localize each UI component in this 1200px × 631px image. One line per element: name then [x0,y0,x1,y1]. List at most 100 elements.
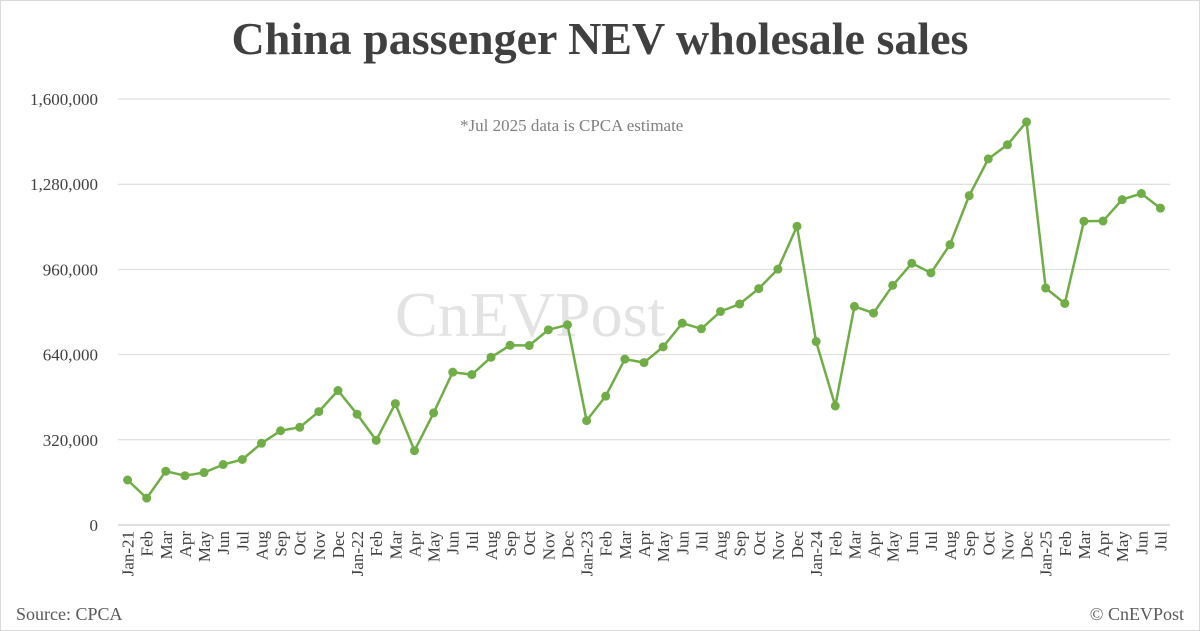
data-point [716,306,726,316]
data-point [505,340,515,350]
x-tick-label: Jan-22 [348,531,367,576]
data-point [314,407,324,417]
data-point [735,299,745,309]
x-tick-label: May [654,531,673,563]
data-point [639,358,649,368]
x-tick-label: Dec [558,531,577,559]
x-tick-label: Aug [482,531,501,561]
data-point [371,435,381,445]
x-tick-label: Jun [444,531,463,555]
x-tick-label: Feb [138,531,157,557]
y-tick-label: 0 [90,516,99,535]
data-point [161,466,171,476]
data-point [467,370,477,380]
x-tick-label: Dec [1018,531,1037,559]
data-point [295,422,305,432]
x-tick-label: Jun [903,531,922,555]
x-tick-label: May [425,531,444,563]
chart-title: China passenger NEV wholesale sales [231,13,969,64]
x-tick-label: Jul [463,531,482,551]
data-point [754,284,764,294]
data-point [1117,195,1127,205]
x-tick-label: Apr [865,531,884,558]
x-tick-label: Oct [520,531,539,556]
x-tick-label: Apr [635,531,654,558]
y-tick-label: 1,600,000 [30,90,98,109]
x-tick-label: Jul [1151,531,1170,551]
data-point [524,341,534,351]
x-tick-label: Jun [1132,531,1151,555]
data-point [601,391,611,401]
x-tick-label: Jul [233,531,252,551]
series-line [126,120,1162,500]
x-tick-label: Apr [405,531,424,558]
x-tick-label: Jan-21 [119,531,138,576]
copyright-note: © CnEVPost [1089,604,1184,624]
data-point [658,342,668,352]
data-point [1022,117,1032,127]
x-tick-label: Apr [1094,531,1113,558]
data-point [180,471,190,481]
data-point [333,386,343,396]
x-tick-label: Jul [692,531,711,551]
data-point [582,416,592,426]
x-tick-label: Nov [769,531,788,561]
x-tick-label: Dec [329,531,348,559]
y-tick-label: 1,280,000 [30,175,98,194]
data-point [945,240,955,250]
data-point [907,258,917,268]
x-tick-label: Feb [597,531,616,557]
x-tick-label: Aug [941,531,960,561]
data-point [1098,216,1108,226]
x-tick-label: Sep [272,531,291,557]
x-tick-label: Aug [252,531,271,561]
data-point [773,264,783,274]
x-tick-label: Oct [979,531,998,556]
data-point [390,399,400,409]
data-point [276,426,286,436]
data-point [792,221,802,231]
data-point [696,324,706,334]
data-point [869,308,879,318]
data-point [620,354,630,364]
x-tick-label: May [195,531,214,563]
x-tick-label: Jul [922,531,941,551]
data-point [1060,298,1070,308]
x-tick-label: Nov [998,531,1017,561]
x-tick-label: Nov [310,531,329,561]
data-point [964,191,974,201]
data-point [926,268,936,278]
x-tick-label: Sep [501,531,520,557]
data-point [677,318,687,328]
x-tick-label: Feb [367,531,386,557]
x-tick-label: Feb [1056,531,1075,557]
x-tick-label: Mar [157,531,176,560]
data-point [1002,140,1012,150]
data-point [142,493,152,503]
data-point [1136,189,1146,199]
y-tick-label: 640,000 [43,346,98,365]
x-tick-label: Jan-24 [807,531,826,577]
x-tick-label: Sep [731,531,750,557]
data-point [448,367,458,377]
x-tick-label: Dec [788,531,807,559]
data-point [983,154,993,164]
x-tick-label: Mar [616,531,635,560]
x-tick-label: Mar [386,531,405,560]
x-tick-label: Mar [845,531,864,560]
x-tick-label: Jun [214,531,233,555]
data-point [256,438,266,448]
data-point [849,301,859,311]
data-point [888,280,898,290]
x-tick-label: Jan-23 [578,531,597,576]
data-point [218,460,228,470]
x-tick-label: Jun [673,531,692,555]
x-tick-label: Feb [826,531,845,557]
data-point [811,337,821,347]
y-tick-label: 320,000 [43,431,98,450]
x-tick-label: Sep [960,531,979,557]
x-tick-label: Nov [539,531,558,561]
data-point [562,320,572,330]
x-tick-label: May [1113,531,1132,563]
data-point [429,408,439,418]
